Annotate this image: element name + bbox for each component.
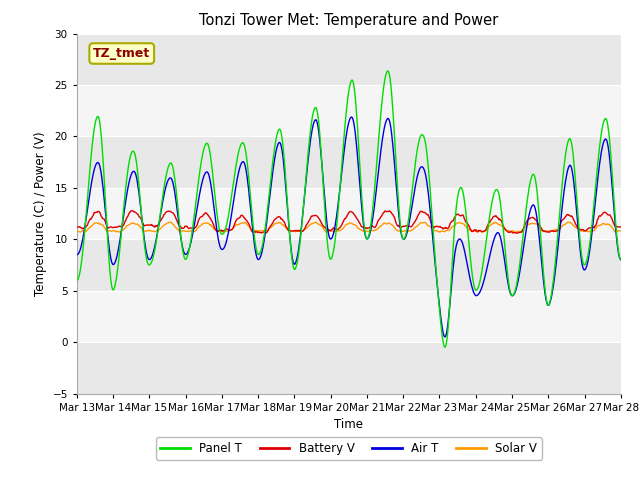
Panel T [416,136,424,142]
Battery V [83,223,90,229]
Panel T [194,183,202,189]
Line: Battery V: Battery V [77,211,621,233]
Panel T [223,222,230,228]
Air T [416,166,424,172]
Line: Solar V: Solar V [77,222,621,232]
Panel T [617,257,625,263]
Solar V [223,228,231,234]
Battery V [195,217,202,223]
X-axis label: Time: Time [334,418,364,431]
Battery V [73,225,81,230]
Battery V [431,224,439,229]
Panel T [73,277,81,283]
Text: TZ_tmet: TZ_tmet [93,47,150,60]
Air T [223,238,230,243]
Bar [77,188,621,240]
Bar [77,342,621,394]
Air T [139,222,147,228]
Bar [77,34,621,85]
Bar [77,291,621,342]
Line: Panel T: Panel T [77,71,621,347]
Legend: Panel T, Battery V, Air T, Solar V: Panel T, Battery V, Air T, Solar V [156,437,542,460]
Battery V [140,221,147,227]
Solar V [416,221,424,227]
Solar V [431,228,439,233]
Solar V [139,227,147,233]
Air T [194,201,202,207]
Air T [348,114,355,120]
Air T [73,252,81,258]
Solar V [83,228,90,233]
Title: Tonzi Tower Met: Temperature and Power: Tonzi Tower Met: Temperature and Power [199,13,499,28]
Solar V [73,228,81,234]
Panel T [431,259,439,264]
Solar V [166,219,173,225]
Battery V [128,208,136,214]
Bar [77,240,621,291]
Air T [431,264,439,270]
Bar [77,136,621,188]
Air T [83,212,90,218]
Solar V [195,225,202,230]
Panel T [442,344,449,350]
Battery V [617,224,625,230]
Battery V [223,226,231,232]
Air T [442,334,449,340]
Y-axis label: Temperature (C) / Power (V): Temperature (C) / Power (V) [34,132,47,296]
Line: Air T: Air T [77,117,621,337]
Bar [77,85,621,136]
Solar V [617,228,625,234]
Panel T [384,68,392,74]
Solar V [436,229,444,235]
Battery V [513,230,521,236]
Air T [617,257,625,263]
Panel T [139,224,147,230]
Panel T [83,206,90,212]
Battery V [416,210,424,216]
